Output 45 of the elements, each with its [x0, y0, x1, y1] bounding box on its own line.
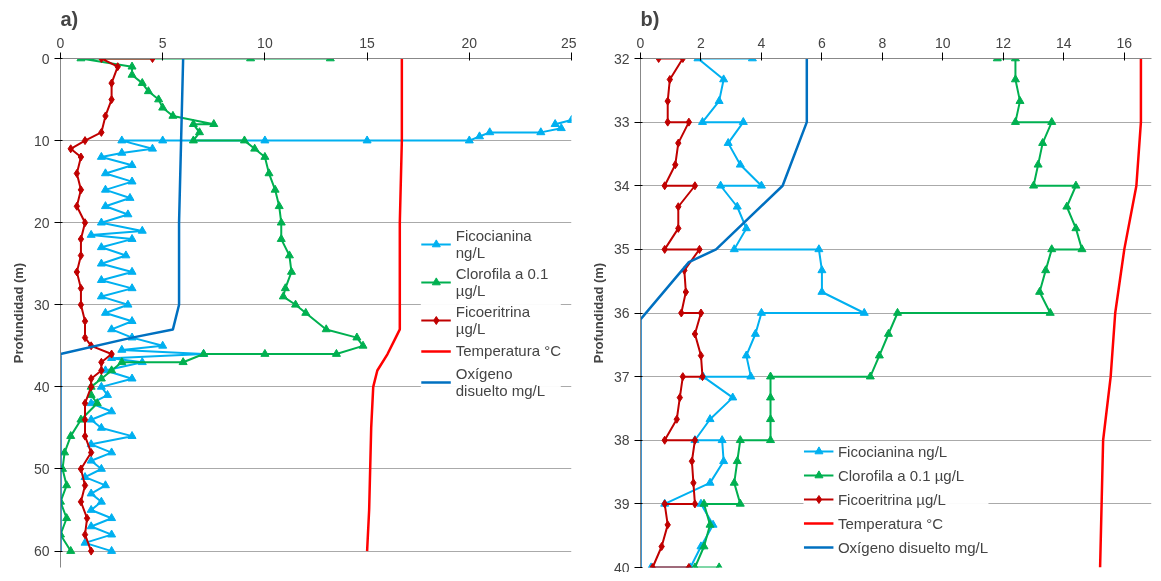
x-tick-label: 10	[257, 34, 273, 51]
y-tick-label: 20	[33, 214, 50, 231]
y-tick-label: 40	[33, 378, 50, 395]
x-tick-label: 15	[359, 34, 376, 51]
x-tick-label: 0	[636, 34, 645, 51]
y-tick-label: 37	[613, 368, 630, 385]
y-tick-label: 60	[33, 543, 50, 560]
x-tick-label: 5	[158, 34, 167, 51]
y-tick-label: 0	[41, 50, 50, 67]
chart-title: b)	[640, 7, 660, 30]
legend-label: Ficoeritrina µg/L	[455, 302, 530, 337]
legend-label: Oxígeno disuelto mg/L	[837, 538, 989, 556]
x-tick-label: 10	[935, 34, 951, 51]
y-axis-title: Profundidad (m)	[10, 262, 26, 364]
legend-label: Ficocianina ng/L	[455, 226, 532, 261]
x-tick-label: 12	[995, 34, 1012, 51]
y-tick-label: 30	[33, 296, 50, 313]
y-tick-label: 35	[613, 241, 630, 258]
y-tick-label: 34	[613, 177, 630, 194]
x-tick-label: 25	[560, 34, 577, 51]
y-tick-label: 50	[33, 460, 50, 477]
x-tick-label: 6	[818, 34, 827, 51]
x-tick-label: 16	[1116, 34, 1133, 51]
x-tick-label: 2	[697, 34, 706, 51]
legend-label: Ficoeritrina µg/L	[837, 490, 946, 508]
y-axis-title: Profundidad (m)	[590, 262, 606, 364]
y-tick-label: 38	[613, 432, 630, 449]
y-tick-label: 32	[613, 50, 630, 67]
chart-title: a)	[60, 7, 79, 30]
legend-label: Temperatura °C	[455, 342, 561, 359]
legend-label: Ficocianina ng/L	[837, 442, 948, 460]
y-tick-label: 36	[613, 305, 630, 321]
x-tick-label: 8	[878, 34, 887, 51]
x-tick-label: 4	[757, 34, 766, 51]
y-tick-label: 39	[613, 495, 630, 512]
legend-label: Clorofila a 0.1 µg/L	[837, 466, 965, 484]
x-tick-label: 14	[1056, 34, 1072, 51]
legend-label: Oxígeno disuelto mg/L	[455, 364, 545, 399]
x-tick-label: 20	[461, 34, 478, 51]
y-tick-label: 33	[613, 114, 630, 131]
legend-label: Temperatura °C	[837, 514, 944, 532]
x-tick-label: 0	[56, 34, 65, 51]
y-tick-label: 10	[33, 132, 50, 149]
y-tick-label: 40	[613, 559, 630, 576]
legend-label: Clorofila a 0.1 µg/L	[455, 264, 549, 299]
